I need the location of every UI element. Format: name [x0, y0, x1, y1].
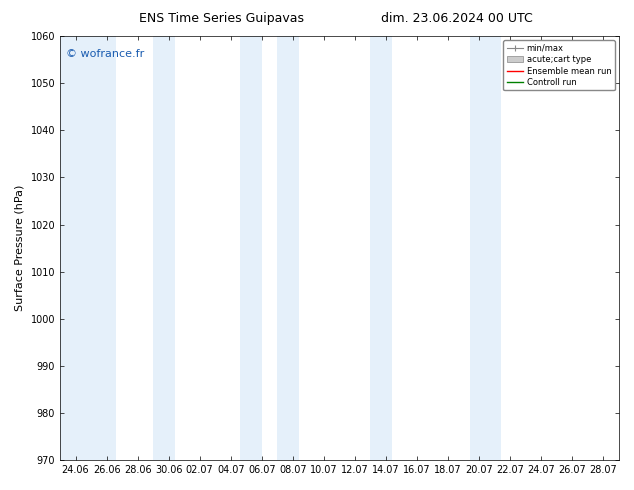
Bar	[277, 36, 299, 460]
Legend: min/max, acute;cart type, Ensemble mean run, Controll run: min/max, acute;cart type, Ensemble mean …	[503, 40, 614, 91]
Y-axis label: Surface Pressure (hPa): Surface Pressure (hPa)	[15, 185, 25, 311]
Bar	[60, 36, 116, 460]
Bar	[240, 36, 262, 460]
Bar	[370, 36, 392, 460]
Text: © wofrance.fr: © wofrance.fr	[66, 49, 144, 59]
Text: ENS Time Series Guipavas: ENS Time Series Guipavas	[139, 12, 304, 25]
Bar	[153, 36, 175, 460]
Bar	[470, 36, 501, 460]
Text: dim. 23.06.2024 00 UTC: dim. 23.06.2024 00 UTC	[380, 12, 533, 25]
